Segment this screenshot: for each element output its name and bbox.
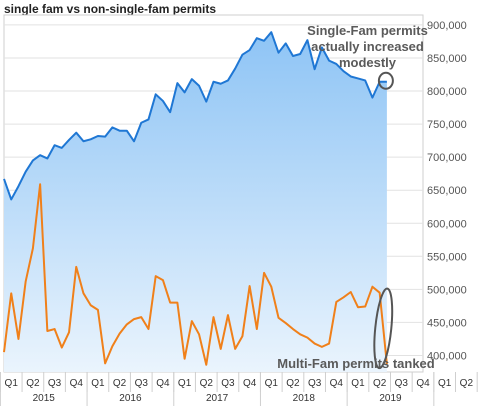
y-tick-label: 900,000 bbox=[427, 20, 467, 32]
x-quarter-label: Q1 bbox=[351, 378, 365, 389]
x-quarter-label: Q3 bbox=[395, 378, 409, 389]
x-year-label: 2018 bbox=[293, 393, 316, 404]
y-tick-label: 750,000 bbox=[427, 119, 467, 131]
x-quarter-label: Q2 bbox=[113, 378, 127, 389]
x-quarter-label: Q4 bbox=[70, 378, 84, 389]
single-fam-highlight bbox=[377, 71, 394, 90]
x-quarter-label: Q1 bbox=[91, 378, 105, 389]
x-year-label: 2015 bbox=[33, 393, 56, 404]
y-tick-label: 550,000 bbox=[427, 251, 467, 263]
x-quarter-label: Q3 bbox=[221, 378, 235, 389]
y-tick-label: 450,000 bbox=[427, 317, 467, 329]
chart-title: single fam vs non-single-fam permits bbox=[4, 2, 217, 16]
y-tick-label: 400,000 bbox=[427, 350, 467, 362]
x-quarter-label: Q1 bbox=[265, 378, 279, 389]
multi-fam-line bbox=[3, 183, 388, 366]
multi-fam-highlight bbox=[373, 287, 394, 370]
single-fam-annotation: Single-Fam permits actually increased mo… bbox=[307, 23, 428, 70]
y-tick-label: 650,000 bbox=[427, 185, 467, 197]
y-tick-label: 500,000 bbox=[427, 284, 467, 296]
x-quarter-label: Q4 bbox=[416, 378, 430, 389]
x-quarter-label: Q1 bbox=[438, 378, 452, 389]
x-quarter-label: Q4 bbox=[243, 378, 257, 389]
single-fam-area bbox=[4, 32, 387, 372]
x-quarter-label: Q4 bbox=[330, 378, 344, 389]
x-quarter-label: Q2 bbox=[200, 378, 214, 389]
x-quarter-label: Q2 bbox=[26, 378, 40, 389]
y-tick-label: 800,000 bbox=[427, 86, 467, 98]
x-quarter-label: Q3 bbox=[135, 378, 149, 389]
x-quarter-label: Q3 bbox=[48, 378, 62, 389]
single-fam-line bbox=[3, 31, 387, 201]
x-quarter-label: Q3 bbox=[308, 378, 322, 389]
x-quarter-label: Q4 bbox=[156, 378, 170, 389]
y-tick-label: 850,000 bbox=[427, 53, 467, 65]
x-quarter-label: Q1 bbox=[178, 378, 192, 389]
x-quarter-label: Q1 bbox=[5, 378, 19, 389]
x-year-label: 2016 bbox=[119, 393, 142, 404]
x-year-label: 2017 bbox=[206, 393, 229, 404]
multi-fam-annotation: Multi-Fam permits tanked bbox=[277, 356, 435, 371]
x-year-label: 2019 bbox=[379, 393, 402, 404]
y-tick-label: 700,000 bbox=[427, 152, 467, 164]
x-quarter-label: Q2 bbox=[460, 378, 474, 389]
y-tick-label: 600,000 bbox=[427, 218, 467, 230]
x-quarter-label: Q2 bbox=[373, 378, 387, 389]
x-quarter-label: Q2 bbox=[286, 378, 300, 389]
